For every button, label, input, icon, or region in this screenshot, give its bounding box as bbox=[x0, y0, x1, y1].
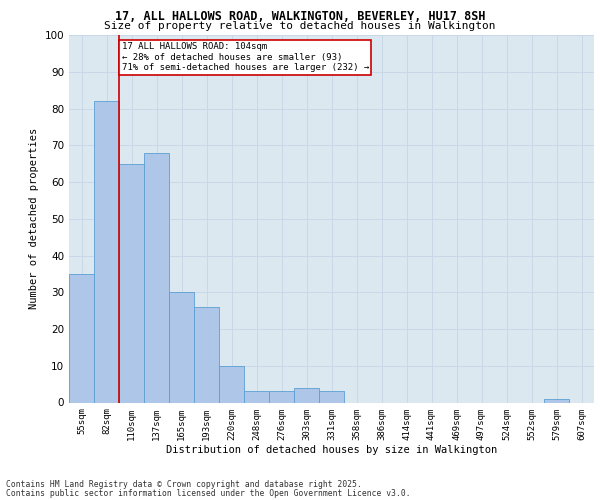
Text: Contains HM Land Registry data © Crown copyright and database right 2025.: Contains HM Land Registry data © Crown c… bbox=[6, 480, 362, 489]
Bar bbox=[194, 307, 219, 402]
Y-axis label: Number of detached properties: Number of detached properties bbox=[29, 128, 39, 310]
Bar bbox=[69, 274, 94, 402]
Text: 17 ALL HALLOWS ROAD: 104sqm
← 28% of detached houses are smaller (93)
71% of sem: 17 ALL HALLOWS ROAD: 104sqm ← 28% of det… bbox=[121, 42, 369, 72]
Text: Size of property relative to detached houses in Walkington: Size of property relative to detached ho… bbox=[104, 21, 496, 31]
Bar bbox=[94, 101, 119, 402]
Text: Contains public sector information licensed under the Open Government Licence v3: Contains public sector information licen… bbox=[6, 489, 410, 498]
Bar bbox=[294, 388, 319, 402]
Bar bbox=[244, 392, 269, 402]
Bar bbox=[319, 392, 344, 402]
Bar bbox=[169, 292, 194, 403]
X-axis label: Distribution of detached houses by size in Walkington: Distribution of detached houses by size … bbox=[166, 445, 497, 455]
Bar bbox=[219, 366, 244, 403]
Bar bbox=[119, 164, 144, 402]
Bar bbox=[144, 152, 169, 402]
Bar bbox=[544, 399, 569, 402]
Text: 17, ALL HALLOWS ROAD, WALKINGTON, BEVERLEY, HU17 8SH: 17, ALL HALLOWS ROAD, WALKINGTON, BEVERL… bbox=[115, 10, 485, 23]
Bar bbox=[269, 392, 294, 402]
